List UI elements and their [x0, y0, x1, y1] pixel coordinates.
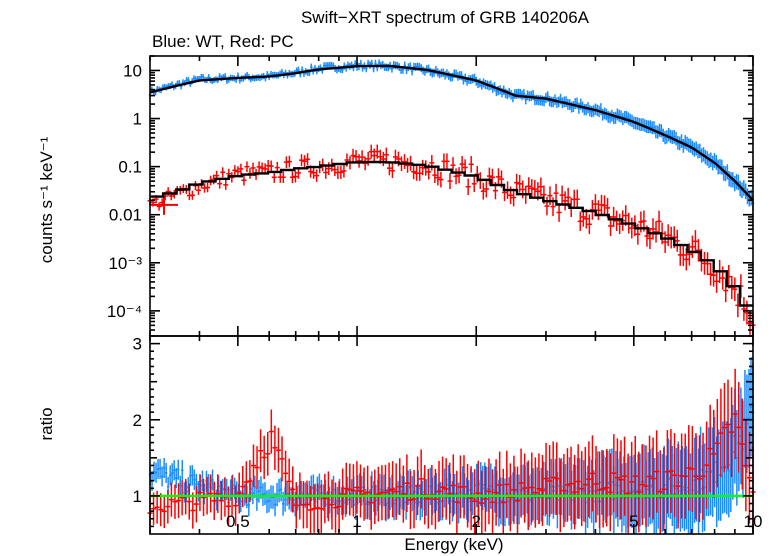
x-tick-label: 0.5 [226, 512, 250, 531]
chart-title: Swift−XRT spectrum of GRB 140206A [301, 8, 590, 27]
spectrum-series-1 [147, 144, 756, 336]
spectrum-y-axis-label: counts s⁻¹ keV⁻¹ [37, 136, 56, 263]
x-tick-label: 1 [352, 512, 361, 531]
y-tick-label: 1 [133, 487, 142, 506]
pc-model-line [150, 160, 753, 307]
y-tick-label: 2 [133, 411, 142, 430]
ratio-y-axis-label: ratio [37, 407, 56, 440]
ratio-series-1 [147, 368, 756, 534]
y-tick-label: 10 [123, 61, 142, 80]
y-tick-label: 0.1 [118, 158, 142, 177]
y-tick-label: 1 [133, 110, 142, 129]
x-tick-label: 10 [744, 512, 763, 531]
x-tick-label: 2 [472, 512, 481, 531]
y-tick-label: 0.01 [109, 206, 142, 225]
y-tick-label: 10⁻³ [108, 254, 142, 273]
wt-model-line [149, 64, 754, 202]
chart-subtitle: Blue: WT, Red: PC [152, 32, 294, 51]
x-axis-label: Energy (keV) [404, 535, 503, 554]
x-tick-label: 5 [629, 512, 638, 531]
y-tick-label: 10⁻⁴ [107, 302, 142, 321]
spectrum-plot-frame [149, 55, 754, 337]
y-tick-label: 3 [133, 335, 142, 354]
